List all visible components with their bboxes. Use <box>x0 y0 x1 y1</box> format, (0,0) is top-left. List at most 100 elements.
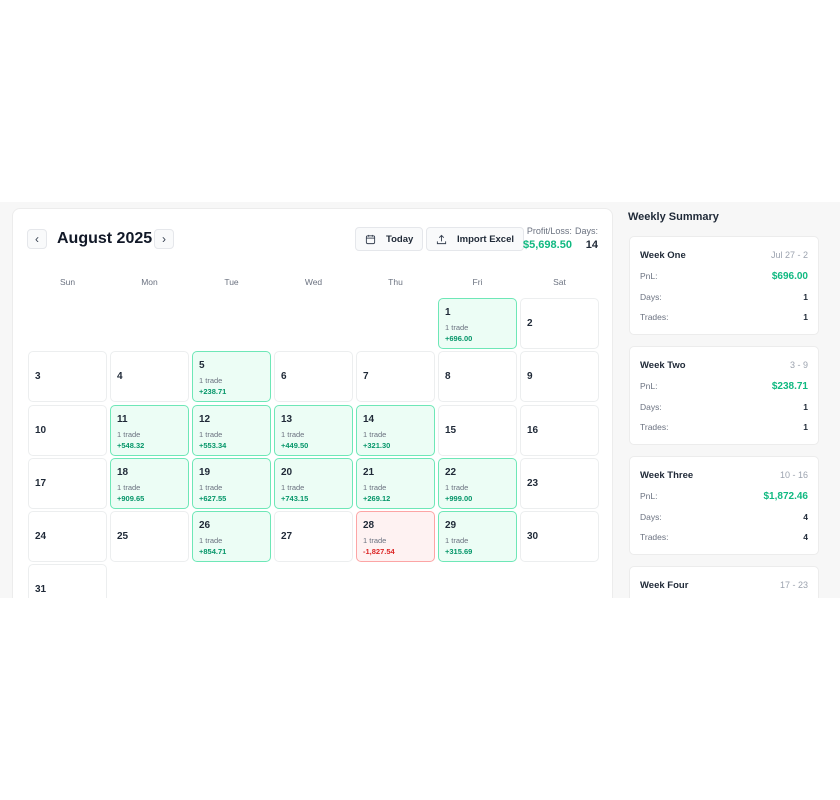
week-days-value: 4 <box>803 512 808 522</box>
week-summary-card[interactable]: Week One Jul 27 - 2 PnL: $696.00 Days: 1 Trade… <box>629 236 819 335</box>
day-cell[interactable]: 27 <box>274 511 353 563</box>
day-cell[interactable]: 10 <box>28 404 107 456</box>
trade-count: 1 trade <box>117 429 141 439</box>
day-cell[interactable]: 11 1 trade +548.32 <box>110 404 189 456</box>
week-range: 3 - 9 <box>789 360 808 370</box>
day-cell[interactable]: 30 <box>520 511 599 563</box>
day-number: 22 <box>445 466 457 478</box>
day-number: 31 <box>35 584 47 596</box>
week-name: Week Four <box>640 580 689 591</box>
day-cell[interactable]: 26 1 trade +854.71 <box>192 511 271 563</box>
day-cell[interactable]: 18 1 trade +909.65 <box>110 457 189 509</box>
empty-cell <box>28 298 107 349</box>
day-cell[interactable]: 2 <box>520 298 599 349</box>
week-name: Week One <box>640 250 686 261</box>
day-cell[interactable]: 21 1 trade +269.12 <box>356 457 435 509</box>
day-number: 8 <box>445 371 451 383</box>
day-pnl: +321.30 <box>363 440 391 450</box>
day-number: 26 <box>199 520 211 532</box>
week-header: Week One Jul 27 - 2 <box>640 250 808 261</box>
week-pnl-label: PnL: <box>640 381 658 391</box>
day-cell[interactable]: 19 1 trade +627.55 <box>192 457 271 509</box>
day-cell[interactable]: 24 <box>28 511 107 563</box>
day-number: 21 <box>363 466 375 478</box>
week-trades-row: Trades: 1 <box>640 312 808 322</box>
day-number: 27 <box>281 531 293 543</box>
today-label: Today <box>386 233 414 245</box>
next-month-button[interactable]: › <box>154 229 174 249</box>
import-excel-button[interactable]: Import Excel <box>426 227 525 251</box>
weekday-header: Sun Mon Tue Wed Thu Fri Sat <box>28 277 599 287</box>
today-button[interactable]: Today <box>355 227 424 251</box>
weekday-label: Thu <box>388 277 403 287</box>
day-number: 11 <box>117 413 128 425</box>
weekly-summary-title: Weekly Summary <box>628 211 719 223</box>
days-stat: Days: 14 <box>575 226 598 251</box>
prev-month-button[interactable]: ‹ <box>27 229 47 249</box>
trade-count: 1 trade <box>363 482 387 492</box>
trading-calendar-page: ‹ August 2025 › Today Import Excel Profi… <box>0 202 840 598</box>
day-cell[interactable]: 16 <box>520 404 599 456</box>
week-name: Week Two <box>640 360 686 371</box>
empty-cell <box>274 298 353 349</box>
trade-count: 1 trade <box>281 429 305 439</box>
week-pnl-value: $1,872.46 <box>763 491 809 502</box>
day-cell[interactable]: 1 1 trade +696.00 <box>438 298 517 349</box>
day-cell[interactable]: 4 <box>110 351 189 403</box>
weekday-label: Fri <box>472 277 483 287</box>
day-cell[interactable]: 7 <box>356 351 435 403</box>
day-number: 4 <box>117 371 123 383</box>
chevron-left-icon: ‹ <box>35 232 39 246</box>
day-cell[interactable]: 29 1 trade +315.69 <box>438 511 517 563</box>
day-number: 6 <box>281 371 287 383</box>
week-trades-label: Trades: <box>640 422 669 432</box>
week-summary-card[interactable]: Week Three 10 - 16 PnL: $1,872.46 Days: 4 Trad… <box>629 456 819 555</box>
day-cell[interactable]: 8 <box>438 351 517 403</box>
day-cell[interactable]: 15 <box>438 404 517 456</box>
week-summary-card[interactable]: Week Two 3 - 9 PnL: $238.71 Days: 1 Trades: 1 <box>629 346 819 445</box>
week-trades-row: Trades: 1 <box>640 422 808 432</box>
week-name: Week Three <box>640 470 694 481</box>
day-cell[interactable]: 6 <box>274 351 353 403</box>
day-cell[interactable]: 12 1 trade +553.34 <box>192 404 271 456</box>
week-days-label: Days: <box>640 512 662 522</box>
day-pnl: +627.55 <box>199 493 227 503</box>
week-days-value: 1 <box>803 292 808 302</box>
week-days-row: Days: 1 <box>640 292 808 302</box>
day-cell[interactable]: 3 <box>28 351 107 403</box>
day-pnl: +238.71 <box>199 387 227 397</box>
week-header: Week Three 10 - 16 <box>640 470 808 481</box>
day-cell[interactable]: 14 1 trade +321.30 <box>356 404 435 456</box>
day-number: 20 <box>281 466 293 478</box>
week-summary-card[interactable]: Week Four 17 - 23 <box>629 566 819 598</box>
days-label: Days: <box>574 226 598 236</box>
trade-count: 1 trade <box>199 536 223 546</box>
trade-count: 1 trade <box>199 429 223 439</box>
calendar-icon <box>365 234 376 244</box>
day-cell[interactable]: 31 <box>28 564 107 598</box>
day-cell[interactable]: 5 1 trade +238.71 <box>192 351 271 403</box>
day-number: 15 <box>445 424 457 436</box>
trade-count: 1 trade <box>363 429 387 439</box>
week-pnl-row: PnL: $696.00 <box>640 271 808 282</box>
week-trades-value: 1 <box>803 422 808 432</box>
weekday-label: Sun <box>59 277 76 287</box>
day-cell[interactable]: 28 1 trade -1,827.54 <box>356 511 435 563</box>
day-pnl: +909.65 <box>117 493 145 503</box>
day-cell[interactable]: 17 <box>28 457 107 509</box>
day-cell[interactable]: 13 1 trade +449.50 <box>274 404 353 456</box>
day-pnl: +548.32 <box>117 440 145 450</box>
day-cell[interactable]: 23 <box>520 457 599 509</box>
day-number: 24 <box>35 531 47 543</box>
week-days-row: Days: 4 <box>640 512 808 522</box>
profit-loss-stat: Profit/Loss: $5,698.50 <box>523 226 572 251</box>
day-number: 30 <box>527 531 539 543</box>
week-pnl-row: PnL: $238.71 <box>640 381 808 392</box>
day-cell[interactable]: 20 1 trade +743.15 <box>274 457 353 509</box>
weekday-label: Tue <box>224 277 239 287</box>
day-cell[interactable]: 9 <box>520 351 599 403</box>
day-cell[interactable]: 22 1 trade +999.00 <box>438 457 517 509</box>
day-cell[interactable]: 25 <box>110 511 189 563</box>
week-header: Week Two 3 - 9 <box>640 360 808 371</box>
day-number: 2 <box>527 318 533 329</box>
